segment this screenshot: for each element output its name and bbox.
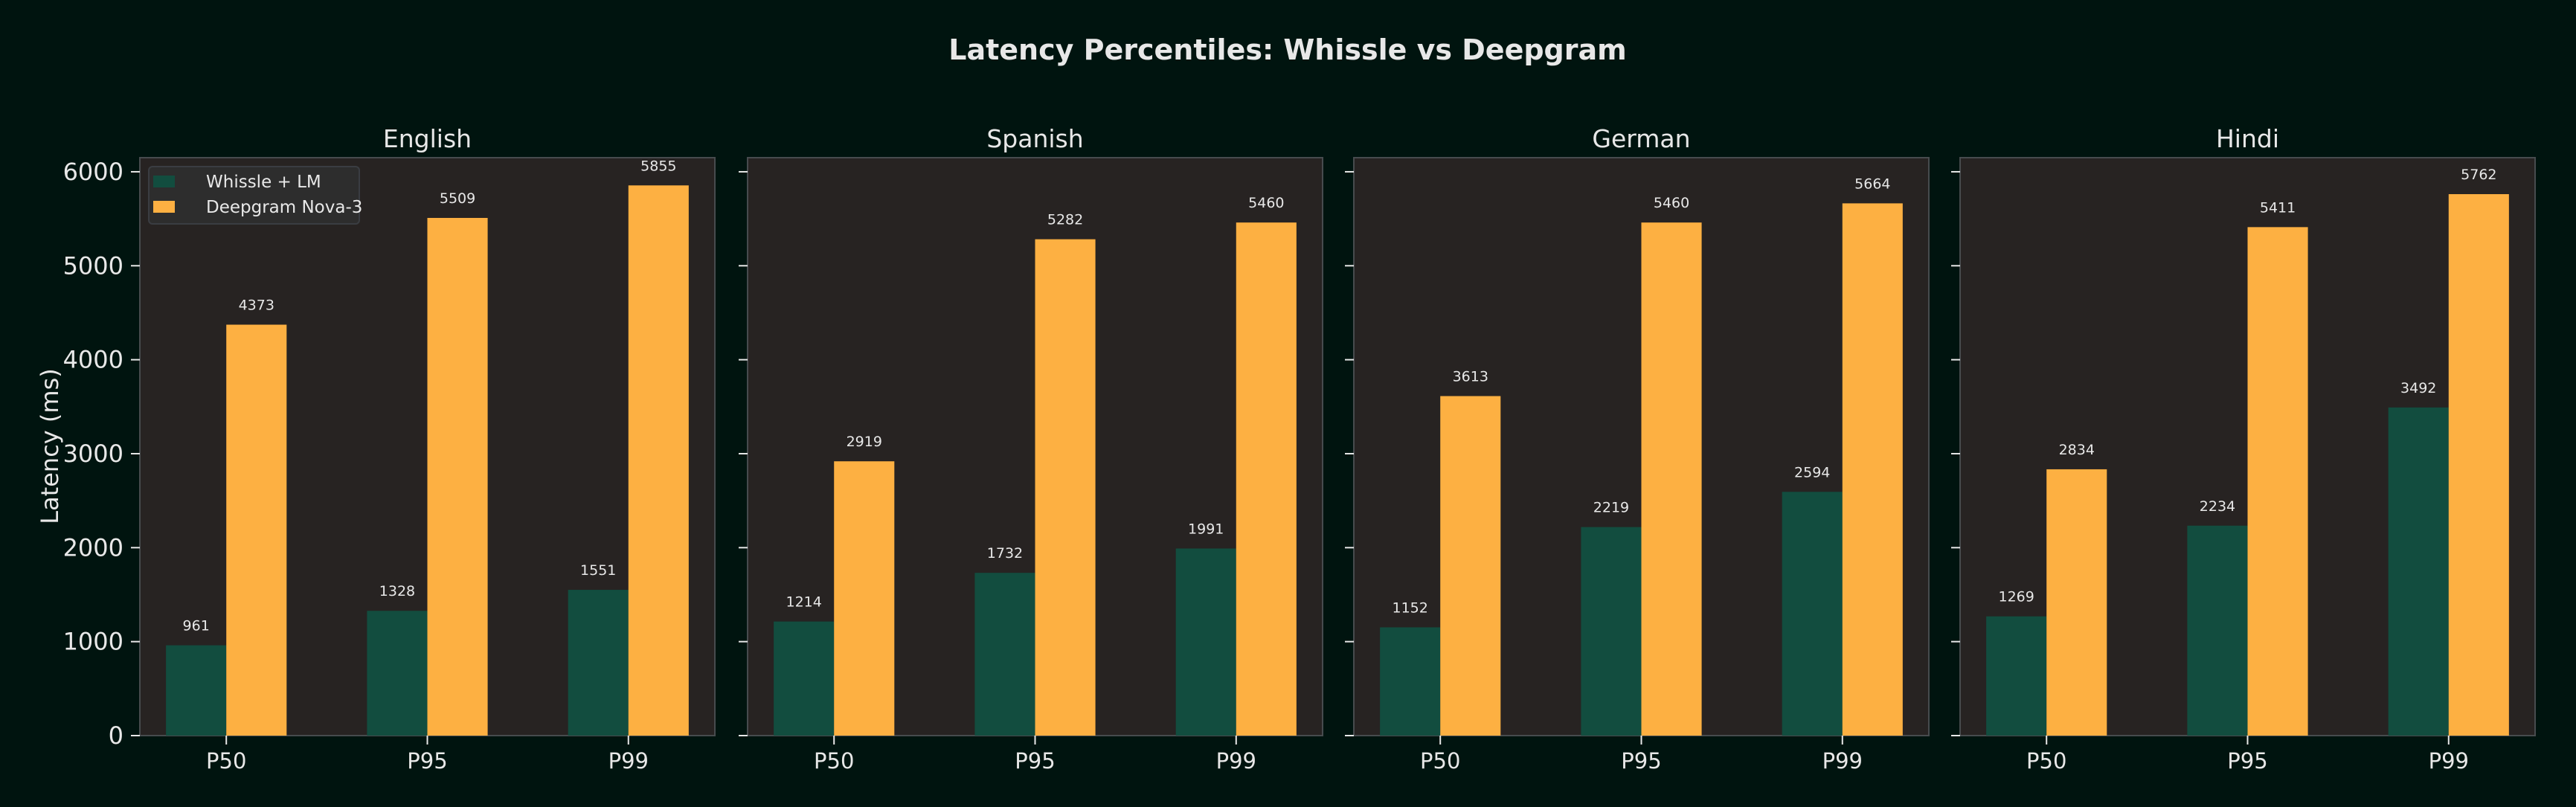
data-label: 5762 bbox=[2461, 167, 2496, 183]
y-axis-label: Latency (ms) bbox=[36, 368, 64, 524]
data-label: 5509 bbox=[440, 190, 475, 207]
panel-spanish: Spanish P50 1214 2919 P95 1732 5282 P99 1991 5460 bbox=[739, 124, 1323, 774]
bar-deepgram-p50 bbox=[1440, 396, 1501, 736]
panel-english: English 0 1000 2000 3000 4000 5000 6000 P50 961 43… bbox=[63, 124, 716, 774]
data-label: 1991 bbox=[1188, 521, 1224, 537]
bar-deepgram-p95 bbox=[1035, 239, 1096, 736]
x-tick-label: P95 bbox=[1015, 748, 1055, 774]
x-tick-label: P99 bbox=[1216, 748, 1256, 774]
data-label: 2834 bbox=[2059, 442, 2095, 458]
panel-title: German bbox=[1592, 124, 1690, 153]
data-label: 1214 bbox=[786, 594, 821, 611]
bar-whissle-p95 bbox=[1581, 527, 1642, 736]
y-tick-label: 1000 bbox=[63, 628, 123, 656]
data-label: 3492 bbox=[2400, 380, 2436, 396]
x-tick-label: P99 bbox=[1822, 748, 1863, 774]
x-tick-label: P50 bbox=[814, 748, 854, 774]
x-tick-label: P99 bbox=[608, 748, 649, 774]
data-label: 2919 bbox=[847, 434, 882, 450]
bar-whissle-p99 bbox=[1782, 492, 1843, 736]
bar-whissle-p99 bbox=[1175, 548, 1236, 736]
data-label: 5282 bbox=[1047, 212, 1083, 228]
bar-deepgram-p95 bbox=[2247, 227, 2308, 736]
x-tick-label: P50 bbox=[1420, 748, 1460, 774]
x-tick-label: P99 bbox=[2429, 748, 2469, 774]
bar-whissle-p95 bbox=[974, 573, 1035, 736]
chart-title: Latency Percentiles: Whissle vs Deepgram bbox=[948, 33, 1626, 66]
panel-hindi: Hindi P50 1269 2834 P95 2234 5411 P99 3492 5762 bbox=[1951, 124, 2536, 774]
data-label: 2234 bbox=[2200, 498, 2235, 515]
y-tick-label: 3000 bbox=[63, 440, 123, 468]
legend-box bbox=[148, 166, 360, 225]
bar-whissle-p50 bbox=[166, 645, 227, 736]
data-label: 5855 bbox=[640, 158, 676, 174]
y-tick-label: 5000 bbox=[63, 251, 123, 280]
bar-whissle-p99 bbox=[568, 590, 629, 736]
x-tick-label: P95 bbox=[1621, 748, 1661, 774]
panel-german: German P50 1152 3613 P95 2219 5460 P99 2594 5664 bbox=[1345, 124, 1930, 774]
data-label: 3613 bbox=[1453, 369, 1488, 385]
bar-deepgram-p50 bbox=[2046, 469, 2107, 736]
bar-whissle-p50 bbox=[774, 621, 835, 736]
panel-title: Hindi bbox=[2216, 124, 2279, 153]
bar-deepgram-p99 bbox=[628, 185, 689, 736]
data-label: 5460 bbox=[1654, 195, 1689, 211]
bar-whissle-p95 bbox=[367, 611, 428, 736]
data-label: 1328 bbox=[379, 583, 415, 599]
x-tick-label: P50 bbox=[2026, 748, 2066, 774]
bar-deepgram-p50 bbox=[834, 461, 895, 736]
bar-whissle-p50 bbox=[1986, 616, 2047, 736]
x-tick-label: P50 bbox=[206, 748, 246, 774]
data-label: 2594 bbox=[1794, 464, 1830, 480]
y-tick-label: 6000 bbox=[63, 158, 123, 186]
data-label: 1269 bbox=[1998, 589, 2034, 605]
legend-label: Whissle + LM bbox=[206, 173, 321, 192]
bar-whissle-p95 bbox=[2187, 525, 2248, 736]
bar-deepgram-p99 bbox=[1236, 222, 1297, 736]
data-label: 2219 bbox=[1593, 500, 1629, 516]
data-label: 1152 bbox=[1392, 599, 1427, 616]
bar-deepgram-p99 bbox=[2448, 194, 2509, 736]
x-tick-label: P95 bbox=[2227, 748, 2267, 774]
bar-whissle-p99 bbox=[2388, 407, 2449, 736]
legend-label: Deepgram Nova-3 bbox=[206, 198, 362, 217]
y-tick-label: 2000 bbox=[63, 533, 123, 562]
data-label: 4373 bbox=[239, 298, 274, 314]
data-label: 5460 bbox=[1248, 195, 1284, 211]
bar-deepgram-p50 bbox=[226, 324, 287, 736]
y-tick-label: 4000 bbox=[63, 346, 123, 374]
panel-title: Spanish bbox=[986, 124, 1083, 153]
x-tick-label: P95 bbox=[407, 748, 447, 774]
legend: Whissle + LM Deepgram Nova-3 bbox=[148, 166, 362, 225]
data-label: 961 bbox=[183, 618, 210, 634]
bar-deepgram-p95 bbox=[427, 217, 488, 736]
legend-swatch bbox=[153, 201, 175, 213]
panel-title: English bbox=[383, 124, 472, 153]
data-label: 5664 bbox=[1854, 176, 1890, 192]
bar-whissle-p50 bbox=[1380, 627, 1441, 736]
bar-deepgram-p95 bbox=[1641, 222, 1702, 736]
data-label: 1732 bbox=[987, 545, 1023, 562]
legend-swatch bbox=[153, 176, 175, 187]
data-label: 5411 bbox=[2260, 199, 2296, 216]
y-tick-label: 0 bbox=[109, 721, 123, 750]
bar-deepgram-p99 bbox=[1842, 203, 1903, 736]
data-label: 1551 bbox=[580, 562, 616, 579]
